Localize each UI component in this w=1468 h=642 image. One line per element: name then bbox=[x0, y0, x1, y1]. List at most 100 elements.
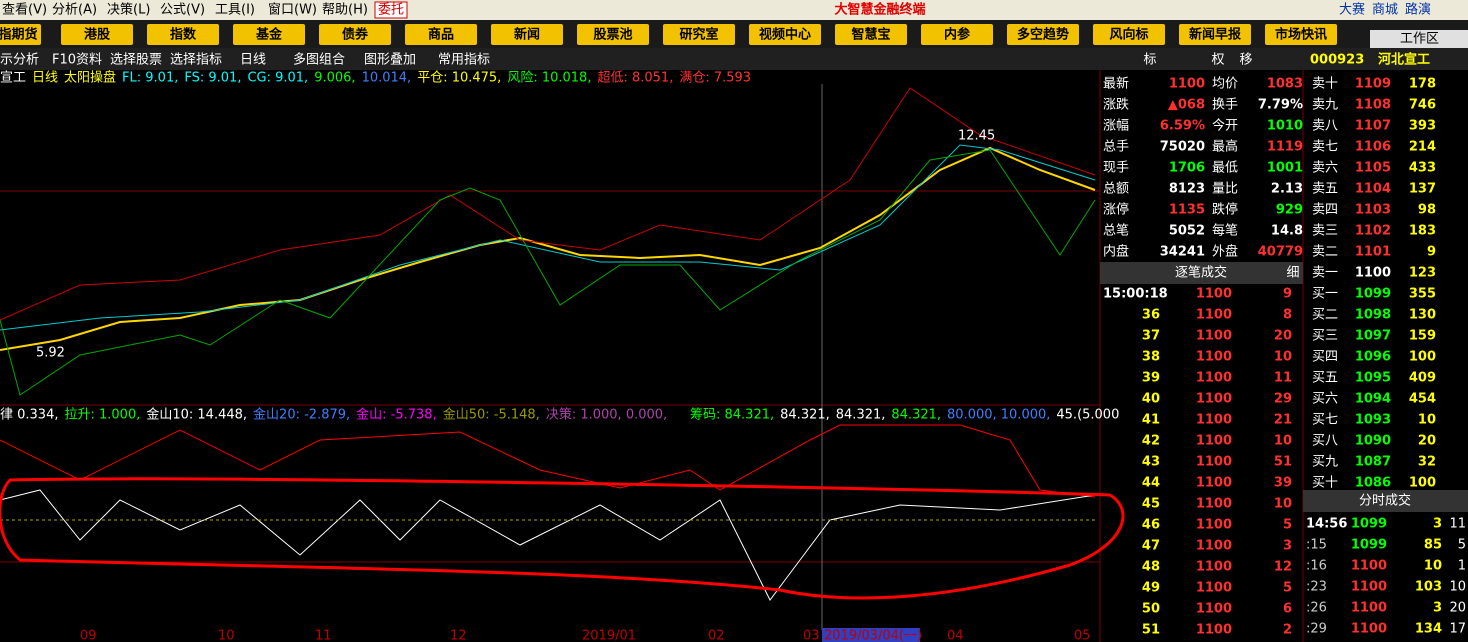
entrust-button[interactable]: 委托 bbox=[378, 3, 404, 18]
sub-item[interactable]: 常用指标 bbox=[438, 53, 490, 68]
menu-item[interactable]: 查看(V) bbox=[2, 2, 47, 18]
tick-time: 49 bbox=[1142, 581, 1160, 596]
book-price: 1107 bbox=[1355, 119, 1391, 134]
menu-item[interactable]: 决策(L) bbox=[107, 2, 150, 18]
entrust-box bbox=[374, 1, 408, 19]
menu-item[interactable]: 工具(I) bbox=[215, 3, 255, 18]
menu-item[interactable]: 窗口(W) bbox=[268, 2, 317, 18]
book-label: 买一 bbox=[1312, 287, 1338, 302]
indicator-value: 律 0.334, bbox=[0, 408, 58, 423]
tick-tag[interactable]: 细 bbox=[1286, 266, 1299, 281]
toolbar-button[interactable] bbox=[749, 24, 821, 45]
quote-value: 1119 bbox=[1267, 140, 1303, 155]
sub-bar bbox=[0, 48, 1468, 70]
toolbar-button[interactable] bbox=[663, 24, 735, 45]
toolbar-button[interactable] bbox=[577, 24, 649, 45]
book-label: 卖三 bbox=[1312, 224, 1338, 239]
band-line bbox=[0, 149, 1096, 396]
book-volume: 98 bbox=[1418, 203, 1436, 218]
toolbar-button[interactable] bbox=[147, 24, 219, 45]
quote-value: 1706 bbox=[1169, 161, 1205, 176]
date-label: 09 bbox=[80, 629, 97, 642]
book-volume: 746 bbox=[1409, 98, 1436, 113]
book-label: 卖十 bbox=[1312, 77, 1338, 92]
workspace[interactable]: 工作区 bbox=[1400, 32, 1439, 47]
toolbar-button[interactable] bbox=[921, 24, 993, 45]
toolbar-button[interactable] bbox=[835, 24, 907, 45]
toolbar-button[interactable] bbox=[61, 24, 133, 45]
book-label: 买七 bbox=[1312, 413, 1338, 428]
toolbar-label: 市场快讯 bbox=[1275, 27, 1327, 43]
minute-count: 20 bbox=[1449, 601, 1466, 616]
quote-value: 1001 bbox=[1267, 161, 1303, 176]
stock-name: 河北宣工 bbox=[1378, 52, 1430, 68]
toolbar-button[interactable] bbox=[0, 24, 41, 45]
quote-value: 5052 bbox=[1169, 224, 1205, 239]
toolbar-label: 股票池 bbox=[593, 27, 632, 43]
book-label: 卖五 bbox=[1312, 182, 1338, 197]
book-label: 卖四 bbox=[1312, 203, 1338, 218]
tab[interactable]: 移 bbox=[1239, 53, 1252, 68]
quote-label: 现手 bbox=[1103, 161, 1129, 176]
date-label: 02 bbox=[708, 629, 725, 642]
book-price: 1109 bbox=[1355, 77, 1391, 92]
quote-label: 总手 bbox=[1103, 140, 1129, 155]
tick-volume: 2 bbox=[1283, 623, 1292, 638]
toolbar-button[interactable] bbox=[405, 24, 477, 45]
book-volume: 433 bbox=[1409, 161, 1436, 176]
tab[interactable]: 权 bbox=[1211, 52, 1224, 68]
toolbar-button[interactable] bbox=[233, 24, 305, 45]
price-annotation: 12.45 bbox=[958, 129, 995, 144]
book-volume: 137 bbox=[1409, 182, 1436, 197]
tick-volume: 39 bbox=[1274, 476, 1292, 491]
toolbar-button[interactable] bbox=[491, 24, 563, 45]
quote-value: 2.13 bbox=[1271, 182, 1303, 197]
book-volume: 130 bbox=[1409, 308, 1436, 323]
sub-item[interactable]: 多图组合 bbox=[293, 52, 345, 68]
book-label: 买四 bbox=[1312, 350, 1338, 365]
top-link[interactable]: 大赛 bbox=[1339, 2, 1365, 18]
toolbar-button[interactable] bbox=[1265, 24, 1337, 45]
menu-item[interactable]: 帮助(H) bbox=[322, 3, 368, 18]
toolbar-button[interactable] bbox=[319, 24, 391, 45]
sub-item[interactable]: 示分析 bbox=[0, 53, 39, 68]
tick-time: 50 bbox=[1142, 602, 1160, 617]
quote-value: 40779 bbox=[1258, 245, 1303, 260]
toolbar-button[interactable] bbox=[1093, 24, 1165, 45]
tick-price: 1100 bbox=[1196, 392, 1232, 407]
top-link[interactable]: 路演 bbox=[1405, 2, 1431, 18]
book-label: 买八 bbox=[1312, 434, 1338, 449]
sub-item[interactable]: 图形叠加 bbox=[364, 53, 416, 68]
tick-volume: 11 bbox=[1274, 371, 1292, 386]
tick-price: 1100 bbox=[1196, 413, 1232, 428]
menu-item[interactable]: 公式(V) bbox=[160, 3, 205, 18]
top-link[interactable]: 商城 bbox=[1372, 3, 1398, 18]
sub-item[interactable]: 日线 bbox=[240, 53, 266, 68]
tab[interactable]: 标 bbox=[1143, 53, 1156, 68]
sub-item[interactable]: 选择股票 bbox=[110, 53, 162, 68]
book-label: 买三 bbox=[1312, 329, 1338, 344]
minute-time: 14:56 bbox=[1306, 517, 1347, 532]
toolbar-label: 指数 bbox=[170, 27, 197, 43]
book-volume: 100 bbox=[1409, 350, 1436, 365]
book-price: 1103 bbox=[1355, 203, 1391, 218]
minute-price: 1100 bbox=[1351, 559, 1387, 574]
sub-item[interactable]: F10资料 bbox=[52, 53, 102, 68]
quote-label: 总额 bbox=[1103, 182, 1129, 197]
menu-item[interactable]: 分析(A) bbox=[52, 3, 97, 18]
indicator-value: 10.014, bbox=[362, 71, 412, 86]
toolbar-button[interactable] bbox=[1179, 24, 1251, 45]
book-price: 1105 bbox=[1355, 161, 1391, 176]
indicator-value: 9.006, bbox=[314, 71, 355, 86]
book-volume: 32 bbox=[1418, 455, 1436, 470]
indicator-value: 决策: 1.000, 0.000, bbox=[546, 407, 667, 423]
book-price: 1090 bbox=[1355, 434, 1391, 449]
quote-label: 每笔 bbox=[1212, 223, 1238, 239]
book-label: 买九 bbox=[1312, 455, 1338, 470]
tick-volume: 10 bbox=[1274, 434, 1292, 449]
sub-item[interactable]: 选择指标 bbox=[170, 53, 222, 68]
date-highlight bbox=[822, 628, 920, 642]
indicator-value: 金山: -5.738, bbox=[356, 407, 437, 423]
toolbar-button[interactable] bbox=[1007, 24, 1079, 45]
